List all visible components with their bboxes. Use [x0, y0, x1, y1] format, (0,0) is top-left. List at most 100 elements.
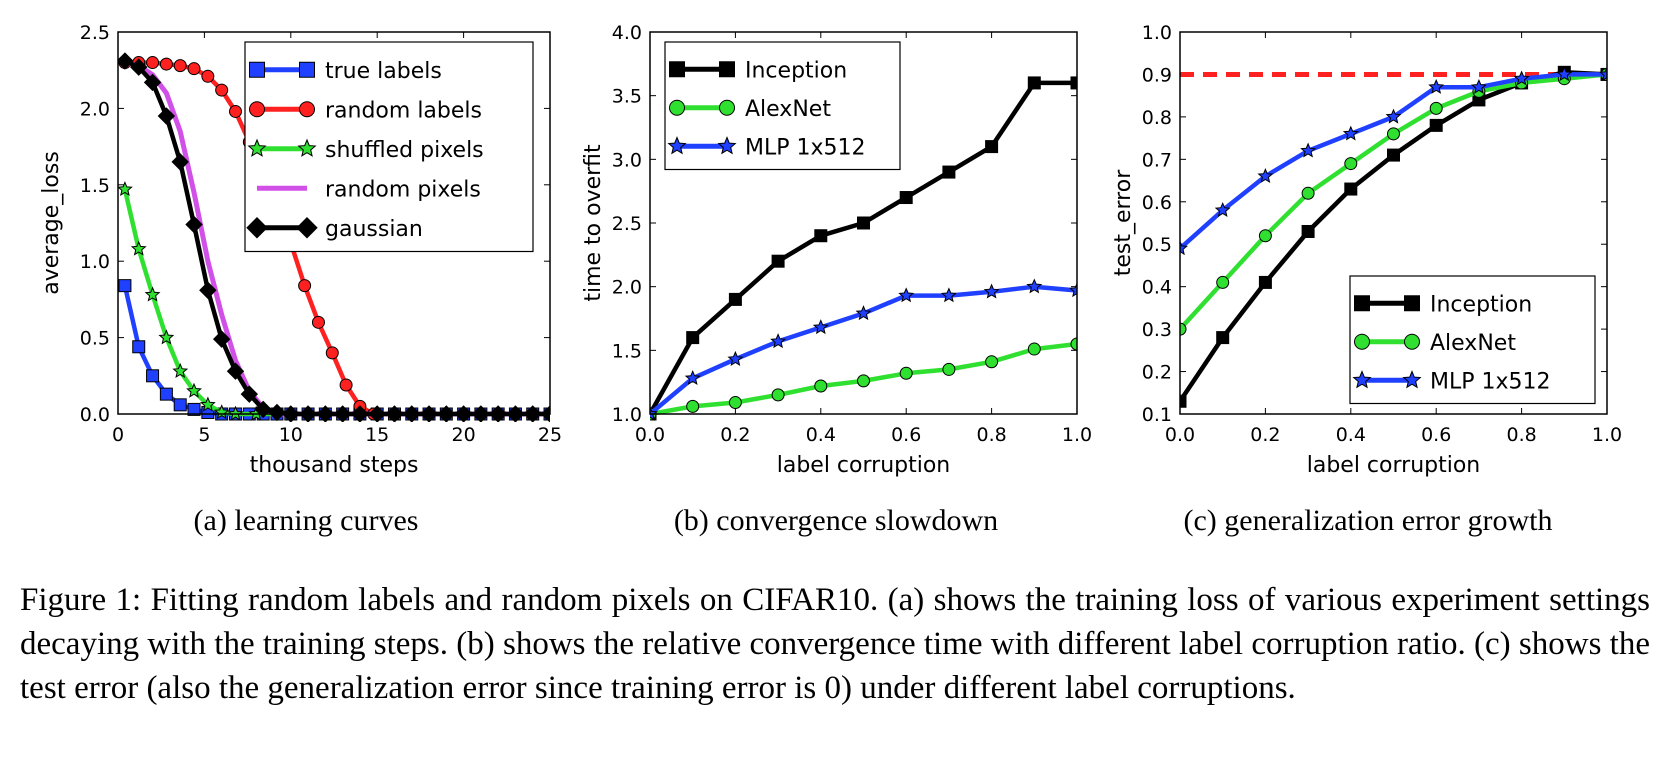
data-point — [158, 329, 175, 345]
legend-entry: random pixels — [325, 177, 481, 202]
subfigure-caption: (a) learning curves — [194, 504, 419, 537]
data-point — [186, 382, 202, 398]
y-tick-label: 1.0 — [80, 251, 110, 273]
x-tick-label: 0.4 — [806, 424, 836, 446]
y-tick-label: 0.8 — [1142, 107, 1172, 129]
legend-marker — [1404, 295, 1420, 312]
data-point — [1387, 148, 1400, 162]
y-tick-label: 3.0 — [612, 149, 642, 171]
x-axis-label: thousand steps — [250, 453, 419, 478]
data-point — [173, 398, 187, 412]
data-point — [1070, 76, 1077, 90]
y-tick-label: 1.0 — [612, 404, 642, 426]
y-tick-label: 0.3 — [1142, 319, 1172, 341]
data-point — [814, 379, 828, 393]
x-tick-label: 20 — [452, 424, 476, 446]
x-tick-label: 1.0 — [1062, 424, 1092, 446]
data-point — [159, 387, 173, 401]
x-tick-label: 0.0 — [1165, 424, 1195, 446]
data-point — [1344, 182, 1358, 196]
legend-marker — [299, 61, 315, 78]
data-point — [1300, 142, 1317, 158]
y-tick-label: 2.5 — [612, 213, 642, 235]
data-point — [812, 319, 829, 335]
x-tick-label: 15 — [365, 424, 389, 446]
data-point — [146, 369, 160, 383]
series-mlp-1x512 — [1180, 66, 1607, 256]
data-point — [212, 330, 231, 348]
data-point — [1513, 70, 1530, 86]
legend: Inception AlexNet MLP 1x512 — [664, 41, 901, 171]
data-point — [771, 388, 785, 402]
x-tick-label: 0.6 — [891, 424, 921, 446]
data-point — [1180, 322, 1187, 336]
x-tick-label: 0.8 — [1506, 424, 1536, 446]
data-point — [857, 374, 870, 388]
legend: true labels random labels shuffled pixels r… — [244, 41, 534, 253]
data-point — [1258, 229, 1272, 243]
data-point — [132, 340, 146, 354]
series-alexnet — [650, 337, 1077, 421]
data-point — [855, 305, 872, 321]
y-tick-label: 0.0 — [80, 404, 110, 426]
legend-entry: Inception — [1430, 292, 1532, 317]
data-point — [199, 396, 216, 412]
data-point — [771, 254, 785, 268]
data-point — [1027, 76, 1041, 90]
x-tick-label: 0.4 — [1336, 424, 1366, 446]
data-point — [1429, 118, 1443, 132]
legend-marker — [669, 99, 685, 116]
x-tick-label: 25 — [538, 424, 562, 446]
data-point — [143, 73, 162, 92]
data-point — [157, 107, 176, 125]
y-tick-label: 0.4 — [1142, 277, 1172, 299]
data-point — [942, 165, 956, 179]
data-point — [173, 59, 187, 73]
data-point — [1180, 394, 1187, 408]
data-point — [159, 57, 173, 71]
data-point — [985, 140, 999, 154]
data-point — [727, 350, 744, 366]
data-point — [1428, 78, 1445, 94]
y-tick-label: 2.0 — [612, 277, 642, 299]
data-point — [686, 399, 700, 413]
legend-marker — [669, 61, 685, 78]
x-tick-label: 10 — [279, 424, 303, 446]
y-axis-label: test_error — [1111, 169, 1136, 276]
x-tick-label: 1.0 — [1592, 424, 1622, 446]
data-point — [983, 283, 1000, 299]
data-point — [728, 292, 742, 306]
x-tick-label: 0.2 — [720, 424, 750, 446]
legend-marker — [249, 101, 265, 118]
data-point — [899, 366, 913, 380]
data-point — [172, 362, 189, 378]
data-point — [1257, 168, 1274, 184]
data-point — [1429, 101, 1443, 115]
legend-entry: random labels — [325, 98, 482, 123]
data-point — [1556, 66, 1573, 82]
data-point — [144, 286, 161, 302]
data-point — [1599, 66, 1607, 82]
x-tick-label: 5 — [198, 424, 210, 446]
data-point — [684, 370, 701, 386]
y-tick-label: 4.0 — [612, 22, 642, 44]
series-gaussian — [118, 52, 550, 422]
data-point — [1385, 108, 1402, 124]
data-point — [942, 362, 956, 376]
data-point — [1180, 240, 1188, 256]
data-point — [201, 69, 215, 83]
chart-panel-1: 0 5 10 15 20 25 0.0 0.5 1.0 1.5 2.0 2.5 thousand ste… — [39, 22, 562, 537]
x-tick-label: 0.2 — [1250, 424, 1280, 446]
data-point — [215, 83, 229, 97]
data-point — [1026, 278, 1043, 294]
data-point — [899, 191, 913, 205]
data-point — [339, 378, 353, 392]
data-point — [1216, 275, 1230, 289]
data-point — [814, 229, 828, 243]
y-tick-label: 0.5 — [80, 328, 110, 350]
figure-caption: Figure 1: Fitting random labels and rand… — [20, 582, 1650, 706]
chart-panel-2: 0.0 0.2 0.4 0.6 0.8 1.0 1.0 1.5 2.0 2.5 3.0 3.5 4.0 l… — [581, 22, 1092, 537]
legend-entry: MLP 1x512 — [745, 135, 866, 160]
data-point — [1214, 202, 1231, 217]
y-tick-label: 0.7 — [1142, 149, 1172, 171]
